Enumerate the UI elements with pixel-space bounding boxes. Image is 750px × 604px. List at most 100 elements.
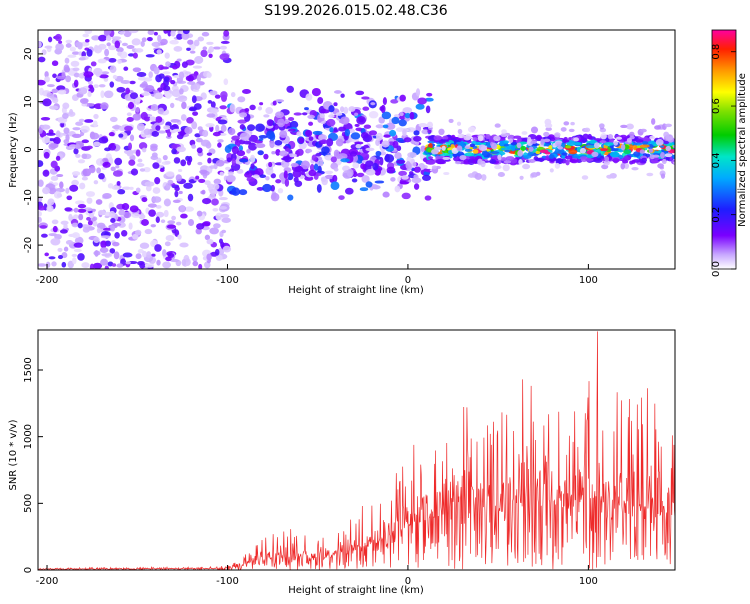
spectrogram-blob bbox=[501, 129, 507, 134]
spectrogram-blob bbox=[382, 97, 387, 106]
spectrogram-blob bbox=[85, 191, 96, 197]
spectrogram-blob bbox=[140, 40, 145, 47]
spectrogram-blob bbox=[149, 116, 156, 122]
spectrogram-blob bbox=[104, 30, 112, 35]
spectrogram-blob bbox=[286, 85, 295, 93]
spectrogram-blob bbox=[545, 127, 552, 132]
spectrogram-blob bbox=[398, 119, 407, 127]
spectrogram-blob bbox=[77, 203, 87, 209]
y-tick-label: 1000 bbox=[23, 424, 34, 449]
spectrogram-blob bbox=[195, 137, 203, 143]
spectrogram-blob bbox=[456, 145, 463, 152]
spectrogram-blob bbox=[113, 251, 120, 260]
spectrogram-blob bbox=[129, 205, 139, 213]
snr-y-ticks: 0 500 1000 1500 bbox=[23, 357, 43, 573]
spectrogram-blob bbox=[84, 119, 94, 123]
spectrogram-blob bbox=[167, 252, 175, 258]
spectrogram-blob bbox=[309, 164, 315, 172]
spectrogram-blob bbox=[55, 155, 61, 161]
spectrogram-blob bbox=[530, 172, 538, 178]
spectrogram-blob bbox=[599, 150, 605, 155]
spectrogram-blob bbox=[214, 248, 220, 256]
spectrogram-blob bbox=[212, 131, 221, 137]
spectrogram-blob bbox=[81, 262, 90, 269]
spectrogram-blob bbox=[197, 126, 203, 131]
spectrogram-blob bbox=[481, 150, 488, 157]
spectrogram-blob bbox=[81, 176, 88, 181]
spectrogram-blob bbox=[601, 164, 609, 170]
spectrogram-blob bbox=[197, 161, 203, 166]
spectrogram-blob bbox=[73, 248, 82, 253]
spectrogram-blob bbox=[296, 131, 302, 137]
spectrogram-blob bbox=[118, 31, 126, 35]
spectrogram-blob bbox=[381, 111, 392, 120]
spectrogram-blob bbox=[93, 180, 99, 185]
spectrogram-blob bbox=[226, 157, 232, 163]
spectrogram-blob bbox=[270, 192, 280, 202]
spectrogram-blob bbox=[237, 119, 247, 124]
spectrogram-blob bbox=[379, 106, 385, 112]
spectrogram-blob bbox=[403, 137, 412, 143]
spectrogram-blob bbox=[87, 91, 92, 98]
spectrogram-blob bbox=[42, 98, 52, 107]
spectrogram-blob bbox=[426, 160, 436, 165]
x-tick-label: -100 bbox=[216, 275, 239, 286]
spectrogram-blob bbox=[646, 172, 654, 177]
spectrogram-blob bbox=[176, 33, 183, 40]
spectrogram-blob bbox=[156, 157, 162, 164]
spectrogram-blob bbox=[504, 149, 511, 153]
spectrogram-blob bbox=[330, 181, 340, 190]
spectrogram-blob bbox=[84, 30, 93, 35]
spectrogram-blob bbox=[191, 95, 197, 104]
spectrogram-blob bbox=[665, 134, 674, 141]
spectrogram-blob bbox=[442, 135, 449, 141]
spectrogram-blob bbox=[171, 89, 182, 98]
spectrogram-blob bbox=[152, 90, 160, 94]
spectrogram-blob bbox=[92, 120, 98, 127]
spectrogram-blob bbox=[74, 236, 84, 245]
spectrogram-blob bbox=[337, 153, 348, 160]
spectrogram-blob bbox=[71, 51, 80, 55]
spectrogram-blob bbox=[58, 40, 63, 44]
spectrogram-blob bbox=[155, 216, 160, 223]
spectrogram-blob bbox=[285, 148, 291, 153]
spectrogram-blob bbox=[187, 193, 194, 202]
spectrogram-blob bbox=[228, 127, 236, 136]
spectrogram-blob bbox=[94, 249, 99, 257]
spectrogram-blob bbox=[263, 153, 269, 160]
spectrogram-blob bbox=[125, 261, 131, 265]
spectrogram-blob bbox=[55, 130, 61, 139]
spectrogram-blob bbox=[633, 142, 643, 146]
spectrogram-blob bbox=[395, 137, 404, 142]
spectrogram-blob bbox=[100, 102, 109, 110]
spectrogram-blob bbox=[77, 208, 87, 213]
spectrogram-blob bbox=[217, 119, 228, 125]
spectrogram-blob bbox=[231, 158, 236, 167]
spectrogram-blob bbox=[565, 159, 570, 166]
spectrogram-blob bbox=[218, 132, 227, 136]
spectrogram-blob bbox=[293, 112, 302, 116]
spectrogram-blob bbox=[155, 204, 162, 209]
spectrogram-blob bbox=[283, 156, 292, 163]
spectrogram-blob bbox=[354, 141, 364, 145]
spectrogram-blob bbox=[117, 51, 122, 57]
spectrogram-blob bbox=[160, 38, 168, 46]
spectrogram-blob bbox=[319, 159, 324, 167]
spectrogram-blob bbox=[441, 145, 446, 151]
spectrogram-blob bbox=[539, 149, 549, 153]
spectrogram-blob bbox=[165, 61, 171, 67]
spectrogram-blob bbox=[443, 171, 450, 176]
spectrogram-blob bbox=[399, 112, 404, 117]
spectrogram-blob bbox=[128, 222, 133, 230]
spectrogram-blob bbox=[165, 92, 172, 99]
spectrogram-blob bbox=[66, 195, 73, 201]
spectrogram-blob bbox=[114, 40, 121, 49]
spectrogram-blob bbox=[164, 160, 171, 165]
spectrogram-blob bbox=[176, 133, 184, 140]
spectrogram-blob bbox=[385, 122, 396, 130]
spectrogram-blob bbox=[497, 154, 502, 161]
spectrogram-blob bbox=[328, 105, 335, 113]
spectrogram-blob bbox=[142, 250, 147, 258]
spectrogram-blob bbox=[57, 89, 67, 95]
